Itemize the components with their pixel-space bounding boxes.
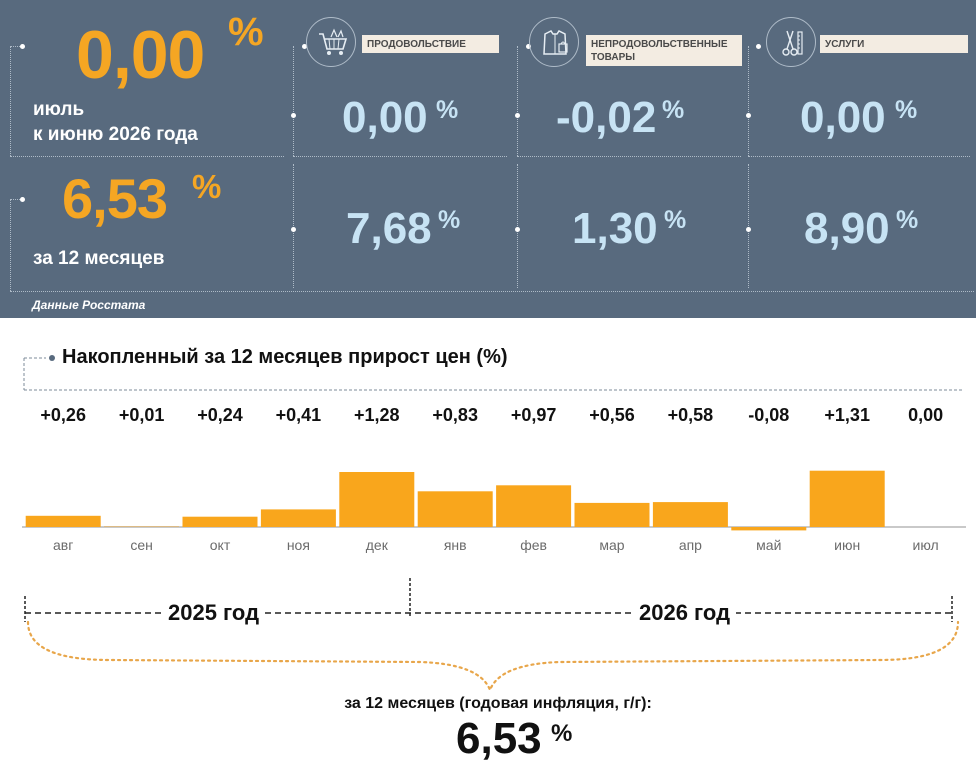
bar-фев — [496, 485, 572, 527]
scissors-comb-icon — [766, 17, 816, 67]
divider — [293, 156, 507, 157]
category-tag-nonfood: НЕПРОДОВОЛЬСТВЕННЫЕ ТОВАРЫ — [586, 35, 742, 66]
x-tick-label: июн — [834, 537, 861, 553]
services-annual-unit: % — [896, 206, 919, 234]
bullet-dot — [20, 44, 25, 49]
bar-авг — [25, 515, 101, 527]
data-label: +1,31 — [824, 405, 870, 425]
nonfood-annual-unit: % — [664, 206, 687, 234]
nonfood-annual-value: 1,30 — [572, 204, 658, 253]
x-tick-label: июл — [912, 537, 939, 553]
data-label: +0,83 — [432, 405, 478, 425]
divider — [748, 164, 749, 288]
nonfood-month-value: -0,02 — [556, 93, 657, 142]
annual-caption: за 12 месяцев — [33, 248, 165, 269]
divider — [293, 46, 294, 156]
bar-дек — [339, 472, 415, 527]
bullet-dot — [515, 113, 520, 118]
category-tag-food: ПРОДОВОЛЬСТВИЕ — [362, 35, 499, 53]
bar-апр — [652, 502, 728, 527]
food-annual-value: 7,68 — [346, 204, 432, 253]
bullet-dot — [746, 227, 751, 232]
x-tick-label: фев — [520, 537, 547, 553]
shopping-cart-icon — [306, 17, 356, 67]
x-tick-label: дек — [365, 537, 388, 553]
x-tick-label: окт — [209, 537, 231, 553]
chart-title: Накопленный за 12 месяцев прирост цен (%… — [62, 346, 508, 368]
annual-summary-value: 6,53 — [456, 714, 542, 763]
divider — [517, 46, 518, 156]
month-inflation-value: 0,00 — [76, 17, 205, 93]
bar-май — [731, 527, 807, 531]
total-brace — [26, 620, 960, 694]
divider — [10, 199, 11, 291]
x-tick-label: май — [756, 537, 782, 553]
data-label: +0,41 — [275, 405, 322, 425]
divider — [10, 46, 24, 47]
nonfood-month-unit: % — [662, 96, 685, 124]
month-caption-line2: к июню 2026 года — [33, 124, 198, 145]
bar-янв — [417, 491, 493, 527]
bullet-dot — [20, 197, 25, 202]
x-tick-label: янв — [443, 537, 467, 553]
food-month-value: 0,00 — [342, 93, 428, 142]
data-label: +0,58 — [667, 405, 714, 425]
bullet-dot — [746, 113, 751, 118]
x-tick-label: сен — [130, 537, 153, 553]
title-bullet — [49, 355, 55, 361]
x-tick-label: авг — [53, 537, 74, 553]
bar-ноя — [260, 509, 336, 527]
data-label: -0,08 — [748, 405, 790, 425]
bullet-dot — [526, 44, 531, 49]
x-tick-label: мар — [599, 537, 625, 553]
services-annual-value: 8,90 — [804, 204, 890, 253]
divider — [517, 156, 741, 157]
annual-summary-caption: за 12 месяцев (годовая инфляция, г/г): — [344, 695, 652, 712]
divider — [10, 199, 24, 200]
data-label: +1,28 — [354, 405, 400, 425]
bullet-dot — [515, 227, 520, 232]
bullet-dot — [302, 44, 307, 49]
data-label: +0,97 — [510, 405, 557, 425]
year-label-2026: 2026 год — [633, 600, 737, 626]
bar-мар — [574, 502, 650, 527]
bar-окт — [182, 516, 258, 527]
x-tick-label: ноя — [286, 537, 310, 553]
divider — [748, 46, 749, 156]
bullet-dot — [756, 44, 761, 49]
divider — [748, 156, 970, 157]
services-month-value: 0,00 — [800, 93, 886, 142]
food-annual-unit: % — [438, 206, 461, 234]
data-label: +0,56 — [589, 405, 635, 425]
month-caption-line1: июль — [33, 99, 85, 120]
x-tick-label: апр — [678, 537, 702, 553]
summary-panel: 0,00 % июль к июню 2026 года 6,53 % за 1… — [0, 0, 976, 318]
bars-group — [25, 470, 885, 531]
data-label: +0,26 — [40, 405, 86, 425]
divider — [10, 156, 284, 157]
divider — [517, 164, 518, 288]
data-label: +0,01 — [118, 405, 165, 425]
annual-summary-unit: % — [551, 720, 573, 747]
data-label: 0,00 — [908, 405, 944, 425]
annual-inflation-unit: % — [192, 168, 222, 205]
month-inflation-unit: % — [228, 10, 264, 54]
clothing-icon — [529, 17, 579, 67]
food-month-unit: % — [436, 96, 459, 124]
annual-inflation-value: 6,53 — [62, 167, 168, 230]
year-label-2025: 2025 год — [162, 600, 266, 626]
data-source: Данные Росстата — [32, 298, 146, 312]
bar-июн — [809, 470, 885, 527]
divider — [10, 46, 11, 156]
data-label: +0,24 — [197, 405, 243, 425]
category-tag-services: УСЛУГИ — [820, 35, 968, 53]
bullet-dot — [291, 113, 296, 118]
divider — [293, 164, 294, 288]
services-month-unit: % — [895, 96, 918, 124]
bullet-dot — [291, 227, 296, 232]
divider — [10, 291, 974, 292]
